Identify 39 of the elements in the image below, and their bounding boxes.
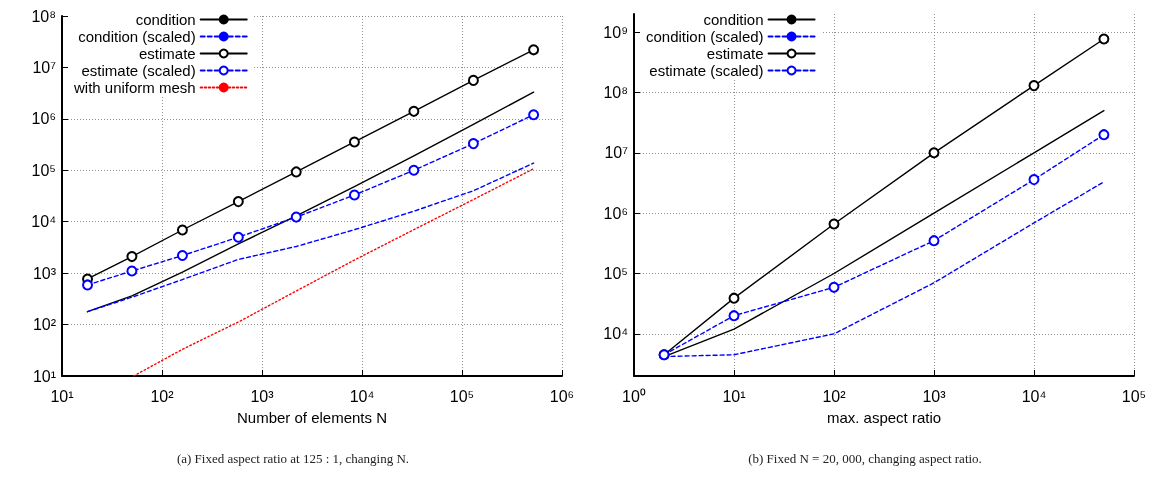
- legend-label: condition: [703, 11, 764, 28]
- y-tick-label: 10⁵: [603, 265, 628, 282]
- x-tick-label: 10¹: [722, 387, 746, 405]
- y-tick-label: 10⁴: [603, 325, 629, 343]
- legend-label: estimate: [139, 45, 196, 62]
- y-tick-label: 10⁷: [32, 58, 57, 76]
- y-tick-label: 10⁸: [603, 84, 628, 101]
- legend-label: condition: [135, 11, 196, 28]
- text: (a) Fixed aspect ratio at 125 : 1, changing N.: [176, 451, 410, 466]
- legend-label: estimate: [706, 45, 764, 62]
- x-tick-label: 10³: [250, 387, 275, 405]
- y-tick-label: 10⁸: [31, 7, 56, 25]
- y-tick-label: 10⁵: [31, 161, 56, 179]
- x-axis-title: max. aspect ratio: [826, 409, 942, 426]
- x-tick-label: 10⁰: [622, 387, 646, 405]
- x-tick-label: 10⁴: [349, 387, 375, 405]
- x-axis-title: Number of elements N: [236, 409, 388, 426]
- y-tick-label: 10⁷: [604, 144, 629, 162]
- x-tick-label: 10⁵: [449, 387, 475, 405]
- y-tick-label: 10³: [32, 264, 57, 282]
- y-tick-label: 10⁴: [31, 213, 57, 231]
- x-tick-label: 10¹: [50, 387, 74, 405]
- y-tick-label: 10²: [32, 316, 57, 334]
- x-tick-label: 10⁶: [549, 387, 575, 405]
- text: (b) Fixed N = 20, 000, changing aspect ratio.: [748, 451, 982, 466]
- x-tick-label: 10²: [822, 387, 847, 405]
- y-tick-label: 10⁶: [603, 204, 628, 222]
- y-tick-label: 10⁹: [603, 23, 628, 41]
- x-tick-label: 10²: [150, 387, 175, 405]
- x-tick-label: 10³: [922, 387, 947, 405]
- y-tick-label: 10¹: [32, 367, 56, 385]
- legend-label: with uniform mesh: [72, 79, 196, 96]
- y-tick-label: 10⁶: [31, 110, 56, 128]
- legend-label: condition (scaled): [646, 28, 764, 45]
- legend-label: estimate (scaled): [649, 62, 764, 79]
- legend-label: condition (scaled): [78, 28, 196, 45]
- x-tick-label: 10⁴: [1021, 387, 1047, 405]
- x-tick-label: 10⁵: [1121, 387, 1147, 405]
- legend-label: estimate (scaled): [81, 62, 196, 79]
